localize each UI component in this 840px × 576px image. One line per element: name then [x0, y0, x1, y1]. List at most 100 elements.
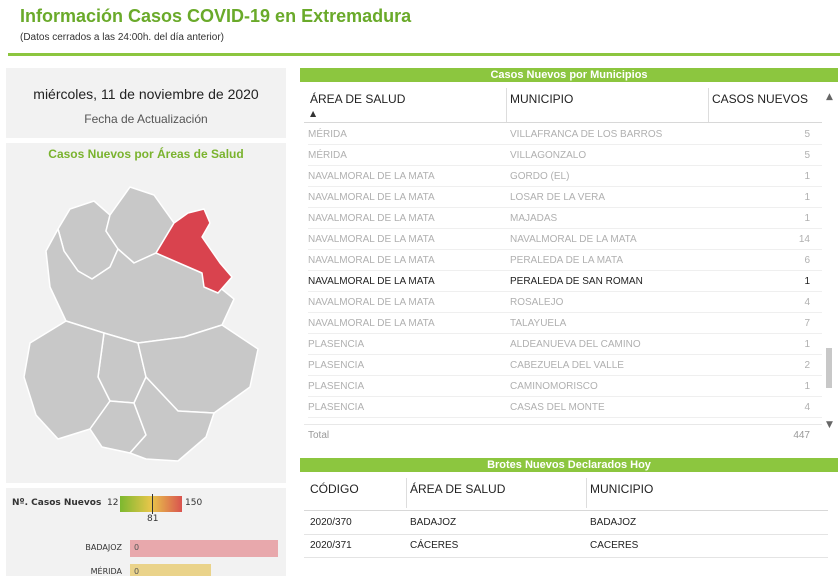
- map-area-llerena[interactable]: [129, 376, 215, 462]
- col-divider: [586, 478, 587, 508]
- cell-area: MÉRIDA: [308, 150, 347, 161]
- row-divider: [308, 165, 822, 166]
- cell-area: PLASENCIA: [308, 360, 365, 371]
- brotes-table[interactable]: CÓDIGO ÁREA DE SALUD MUNICIPIO 2020/370 B…: [300, 472, 838, 576]
- area-bar[interactable]: [130, 564, 211, 576]
- legend-mid: 81: [147, 514, 159, 524]
- page-title: Información Casos COVID-19 en Extremadur…: [20, 6, 412, 26]
- row-divider: [308, 228, 822, 229]
- table-row[interactable]: PLASENCIA CAMINOMORISCO 1: [308, 376, 822, 397]
- table-row[interactable]: NAVALMORAL DE LA MATA GORDO (EL) 1: [308, 166, 822, 187]
- col-header-area[interactable]: ÁREA DE SALUD: [310, 92, 406, 106]
- casos-table[interactable]: ÁREA DE SALUD ▲ MUNICIPIO CASOS NUEVOS M…: [300, 82, 838, 446]
- cell-casos: 14: [798, 234, 810, 245]
- col-header-casos[interactable]: CASOS NUEVOS: [712, 92, 809, 106]
- cell-municipio: MAJADAS: [510, 213, 558, 224]
- brotes-section-title: Brotes Nuevos Declarados Hoy: [300, 458, 838, 472]
- casos-section-title: Casos Nuevos por Municipios: [300, 68, 838, 82]
- cell-municipio: NAVALMORAL DE LA MATA: [510, 234, 637, 245]
- table-row[interactable]: NAVALMORAL DE LA MATA ROSALEJO 4: [308, 292, 822, 313]
- cell-casos: 5: [804, 150, 810, 161]
- table-row[interactable]: NAVALMORAL DE LA MATA PERALEDA DE LA MATA…: [308, 250, 822, 271]
- area-bar-row[interactable]: BADAJOZ 0: [6, 540, 286, 558]
- cell-codigo: 2020/370: [310, 517, 352, 528]
- row-divider: [308, 354, 822, 355]
- col-header-municipio[interactable]: MUNICIPIO: [510, 92, 574, 106]
- row-divider: [308, 186, 822, 187]
- cell-municipio: VILLAFRANCA DE LOS BARROS: [510, 129, 663, 140]
- cell-municipio: PERALEDA DE LA MATA: [510, 255, 624, 266]
- cell-area: NAVALMORAL DE LA MATA: [308, 171, 435, 182]
- cell-casos: 1: [804, 192, 810, 203]
- area-bar-row[interactable]: MÉRIDA 0: [6, 564, 286, 576]
- cell-municipio: ALDEANUEVA DEL CAMINO: [510, 339, 641, 350]
- legend-min: 12: [107, 498, 119, 508]
- header-divider: [8, 53, 840, 56]
- row-divider: [308, 291, 822, 292]
- cell-casos: 7: [804, 318, 810, 329]
- cell-area: NAVALMORAL DE LA MATA: [308, 234, 435, 245]
- cell-casos: 1: [804, 213, 810, 224]
- table-row[interactable]: NAVALMORAL DE LA MATA LOSAR DE LA VERA 1: [308, 187, 822, 208]
- area-bar-value: 0: [134, 543, 140, 552]
- row-divider: [304, 534, 828, 535]
- total-label: Total: [308, 430, 330, 441]
- cell-area: NAVALMORAL DE LA MATA: [308, 297, 435, 308]
- table-row[interactable]: NAVALMORAL DE LA MATA TALAYUELA 7: [308, 313, 822, 334]
- table-row[interactable]: 2020/371 CÁCERES CACERES: [308, 535, 828, 557]
- row-divider: [308, 144, 822, 145]
- table-row[interactable]: PLASENCIA CABEZUELA DEL VALLE 2: [308, 355, 822, 376]
- legend-marker: [152, 494, 153, 514]
- row-divider: [308, 312, 822, 313]
- cell-municipio: LOSAR DE LA VERA: [510, 192, 606, 203]
- table-row[interactable]: NAVALMORAL DE LA MATA NAVALMORAL DE LA MA…: [308, 229, 822, 250]
- table-row[interactable]: PLASENCIA ALDEANUEVA DEL CAMINO 1: [308, 334, 822, 355]
- map-panel: Casos Nuevos por Áreas de Salud: [6, 143, 286, 483]
- col-divider: [708, 88, 709, 122]
- table-row[interactable]: PLASENCIA CASAS DEL MONTE 4: [308, 397, 822, 418]
- total-divider-line: [304, 424, 822, 425]
- table-row[interactable]: NAVALMORAL DE LA MATA MAJADAS 1: [308, 208, 822, 229]
- map-area-badajoz[interactable]: [23, 320, 111, 440]
- cell-casos: 1: [804, 276, 810, 287]
- table-row[interactable]: MÉRIDA VILLAFRANCA DE LOS BARROS 5: [308, 124, 822, 145]
- map-title: Casos Nuevos por Áreas de Salud: [48, 147, 244, 161]
- update-date-card: miércoles, 11 de noviembre de 2020 Fecha…: [6, 68, 286, 138]
- map-area-navalmoral-highlighted[interactable]: [155, 208, 233, 294]
- table-row-selected[interactable]: NAVALMORAL DE LA MATA PERALEDA DE SAN ROM…: [308, 271, 822, 292]
- cell-area: CÁCERES: [410, 540, 459, 551]
- legend-panel: Nº. Casos Nuevos 12 150 81 BADAJOZ 0 MÉRID…: [6, 488, 286, 576]
- cell-area: NAVALMORAL DE LA MATA: [308, 192, 435, 203]
- row-divider: [304, 557, 828, 558]
- table-row[interactable]: 2020/370 BADAJOZ BADAJOZ: [308, 512, 828, 534]
- cell-municipio: ROSALEJO: [510, 297, 564, 308]
- cell-casos: 1: [804, 171, 810, 182]
- col-divider: [506, 88, 507, 122]
- header-divider-line: [304, 510, 828, 511]
- cell-casos: 5: [804, 129, 810, 140]
- cell-codigo: 2020/371: [310, 540, 352, 551]
- col-header-area[interactable]: ÁREA DE SALUD: [410, 482, 506, 496]
- scroll-up-icon[interactable]: ▲: [826, 92, 833, 102]
- legend-max: 150: [185, 498, 203, 508]
- total-value: 447: [793, 430, 810, 441]
- col-header-codigo[interactable]: CÓDIGO: [310, 482, 359, 496]
- scrollbar-thumb[interactable]: [826, 348, 832, 388]
- scroll-down-icon[interactable]: ▼: [826, 420, 833, 430]
- cell-municipio: CASAS DEL MONTE: [510, 402, 605, 413]
- cell-casos: 6: [804, 255, 810, 266]
- sort-asc-icon[interactable]: ▲: [310, 109, 317, 118]
- cell-casos: 2: [804, 360, 810, 371]
- col-header-municipio[interactable]: MUNICIPIO: [590, 482, 654, 496]
- table-row[interactable]: MÉRIDA VILLAGONZALO 5: [308, 145, 822, 166]
- area-bar[interactable]: [130, 540, 278, 557]
- cell-area: NAVALMORAL DE LA MATA: [308, 255, 435, 266]
- legend-gradient: [120, 496, 182, 512]
- cell-area: PLASENCIA: [308, 339, 365, 350]
- cell-casos: 1: [804, 381, 810, 392]
- cell-area: NAVALMORAL DE LA MATA: [308, 276, 435, 287]
- extremadura-map[interactable]: [6, 167, 286, 483]
- cell-municipio: CACERES: [590, 540, 639, 551]
- cell-area: PLASENCIA: [308, 402, 365, 413]
